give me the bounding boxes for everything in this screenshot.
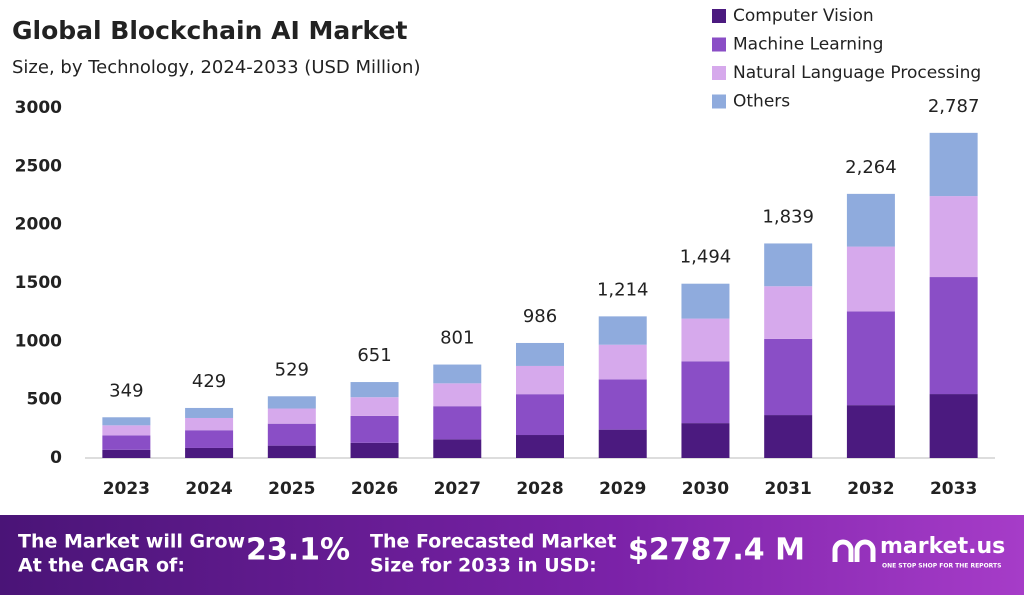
footer: The Market will Grow At the CAGR of: 23.…	[18, 531, 1005, 577]
bar-segment	[846, 405, 895, 458]
legend-swatch	[712, 66, 726, 80]
bar-segment	[516, 365, 564, 395]
x-tick-label: 2025	[268, 479, 315, 499]
x-tick-label: 2023	[103, 479, 150, 499]
bar-segment	[681, 318, 730, 362]
bar-segment	[681, 423, 730, 458]
bar-segment	[929, 394, 978, 458]
total-label: 2,787	[928, 96, 980, 117]
total-label: 2,264	[845, 157, 897, 178]
x-tick-label: 2031	[765, 479, 812, 499]
x-tick-label: 2028	[516, 479, 563, 499]
bar-segment	[350, 382, 399, 398]
x-tick-label: 2029	[599, 479, 646, 499]
bar-segment	[185, 430, 234, 448]
bar-segment	[764, 243, 813, 287]
forecast-text: The Forecasted Market	[370, 531, 616, 553]
bar-segment	[681, 361, 730, 424]
x-tick-label: 2032	[847, 479, 894, 499]
bar-segment	[433, 439, 482, 458]
bar-segment	[350, 442, 399, 458]
total-label: 1,214	[597, 279, 649, 300]
total-label: 349	[109, 380, 143, 401]
bar-segment	[350, 397, 399, 416]
y-tick-label: 1000	[15, 331, 62, 351]
total-label: 1,494	[680, 247, 732, 268]
bar-segment	[598, 316, 647, 345]
bar-segment	[433, 364, 482, 384]
total-label: 651	[357, 345, 391, 366]
y-tick-label: 2500	[15, 156, 62, 176]
y-tick-label: 0	[50, 448, 62, 468]
bar-segment	[929, 132, 978, 197]
y-tick-label: 1500	[15, 273, 62, 293]
total-label: 801	[440, 328, 474, 349]
bar-segment	[433, 383, 482, 407]
bar-segment	[846, 311, 895, 406]
cagr-text: The Market will Grow	[18, 531, 245, 553]
bar-segment	[764, 286, 813, 339]
x-tick-label: 2030	[682, 479, 729, 499]
bar-segment	[598, 429, 647, 458]
legend-label: Computer Vision	[733, 6, 874, 26]
bar-segment	[516, 394, 564, 436]
chart-subtitle: Size, by Technology, 2024-2033 (USD Mill…	[12, 57, 420, 78]
legend-label: Natural Language Processing	[733, 63, 981, 83]
chart-title: Global Blockchain AI Market	[12, 16, 407, 45]
bar-segment	[185, 417, 234, 431]
brand: market.us	[880, 534, 1005, 559]
bar-segment	[929, 196, 978, 278]
bar-segment	[516, 342, 564, 366]
bar-segment	[598, 379, 647, 430]
forecast-text: Size for 2033 in USD:	[370, 555, 597, 577]
legend-swatch	[712, 94, 726, 109]
bar-segment	[267, 396, 316, 409]
bar-segment	[267, 423, 316, 446]
legend-swatch	[712, 9, 726, 23]
x-tick-label: 2026	[351, 479, 398, 499]
total-label: 529	[275, 359, 309, 380]
cagr-value: 23.1%	[246, 533, 350, 568]
x-tick-label: 2024	[185, 479, 232, 499]
legend-swatch	[712, 37, 726, 52]
total-label: 1,839	[762, 206, 814, 227]
bar-segment	[764, 338, 813, 416]
forecast-value: $2787.4 M	[628, 533, 805, 568]
bar-segment	[102, 417, 151, 426]
bar-segment	[185, 407, 234, 418]
bar-segment	[764, 415, 813, 458]
total-label: 986	[523, 306, 557, 327]
tagline: ONE STOP SHOP FOR THE REPORTS	[882, 563, 1001, 570]
bar-segment	[102, 435, 151, 450]
bar-segment	[846, 246, 895, 312]
bar-segment	[102, 425, 151, 436]
bar-segment	[433, 406, 482, 440]
cagr-text: At the CAGR of:	[18, 555, 185, 577]
legend-label: Machine Learning	[733, 35, 883, 55]
total-label: 429	[192, 371, 226, 392]
bar-segment	[516, 435, 564, 458]
bar-segment	[846, 193, 895, 247]
bar-segment	[598, 344, 647, 380]
bar-segment	[267, 408, 316, 424]
bar-segment	[929, 277, 978, 395]
bar-segment	[102, 449, 151, 458]
brand-logo	[832, 539, 876, 562]
y-tick-label: 2000	[15, 215, 62, 235]
bar-segment	[185, 447, 234, 458]
x-tick-label: 2033	[930, 479, 977, 499]
y-tick-label: 3000	[15, 98, 62, 118]
legend-label: Others	[733, 92, 790, 112]
bar-segment	[350, 415, 399, 443]
bar-segment	[681, 283, 730, 319]
y-tick-label: 500	[27, 390, 63, 410]
x-tick-label: 2027	[434, 479, 481, 499]
bar-segment	[267, 445, 316, 458]
